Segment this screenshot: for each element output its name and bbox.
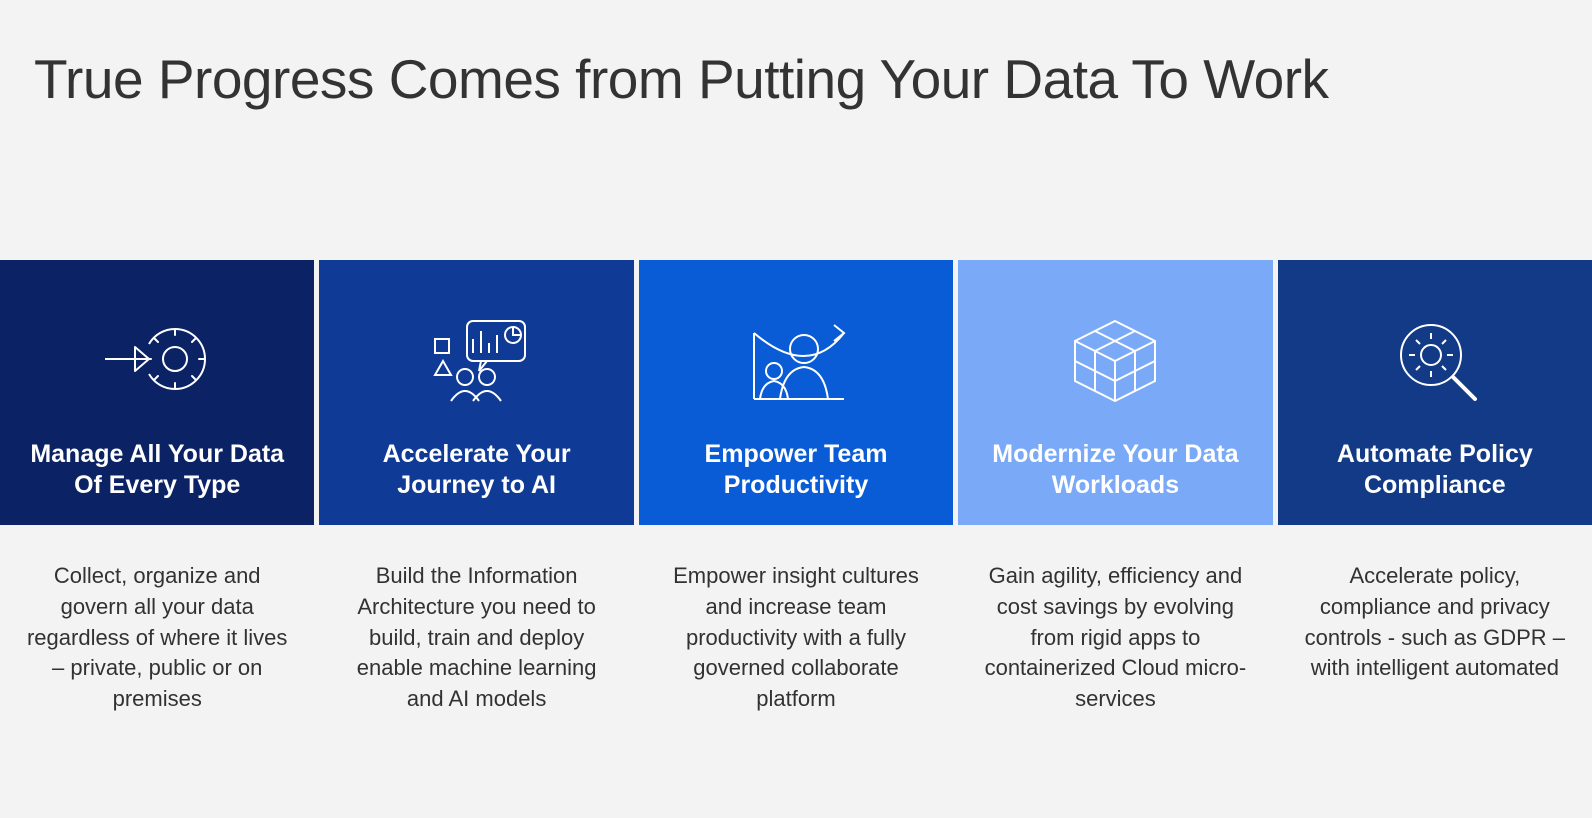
card-top: Accelerate Your Journey to AI xyxy=(319,260,633,525)
card-body: Build the Information Architecture you n… xyxy=(319,525,633,715)
card-manage-data: Manage All Your Data Of Every Type Colle… xyxy=(0,260,314,715)
card-body: Collect, organize and govern all your da… xyxy=(0,525,314,715)
card-title: Automate Policy Compliance xyxy=(1296,439,1574,502)
card-top: Empower Team Productivity xyxy=(639,260,953,525)
analytics-people-icon xyxy=(337,280,615,439)
gear-magnify-icon xyxy=(1296,280,1574,439)
page-title: True Progress Comes from Putting Your Da… xyxy=(34,48,1534,111)
card-body: Empower insight cultures and increase te… xyxy=(639,525,953,715)
card-title: Manage All Your Data Of Every Type xyxy=(18,439,296,502)
team-growth-icon xyxy=(657,280,935,439)
card-body: Accelerate policy, compliance and privac… xyxy=(1278,525,1592,684)
arrow-gear-icon xyxy=(18,280,296,439)
card-title: Modernize Your Data Workloads xyxy=(976,439,1254,502)
card-title: Empower Team Productivity xyxy=(657,439,935,502)
cube-icon xyxy=(976,280,1254,439)
card-body: Gain agility, efficiency and cost saving… xyxy=(958,525,1272,715)
card-top: Modernize Your Data Workloads xyxy=(958,260,1272,525)
header: True Progress Comes from Putting Your Da… xyxy=(0,0,1592,260)
card-automate-compliance: Automate Policy Compliance Accelerate po… xyxy=(1278,260,1592,715)
card-accelerate-ai: Accelerate Your Journey to AI Build the … xyxy=(319,260,633,715)
card-title: Accelerate Your Journey to AI xyxy=(337,439,615,502)
card-top: Automate Policy Compliance xyxy=(1278,260,1592,525)
card-modernize-workloads: Modernize Your Data Workloads Gain agili… xyxy=(958,260,1272,715)
card-empower-team: Empower Team Productivity Empower insigh… xyxy=(639,260,953,715)
cards-row: Manage All Your Data Of Every Type Colle… xyxy=(0,260,1592,715)
card-top: Manage All Your Data Of Every Type xyxy=(0,260,314,525)
